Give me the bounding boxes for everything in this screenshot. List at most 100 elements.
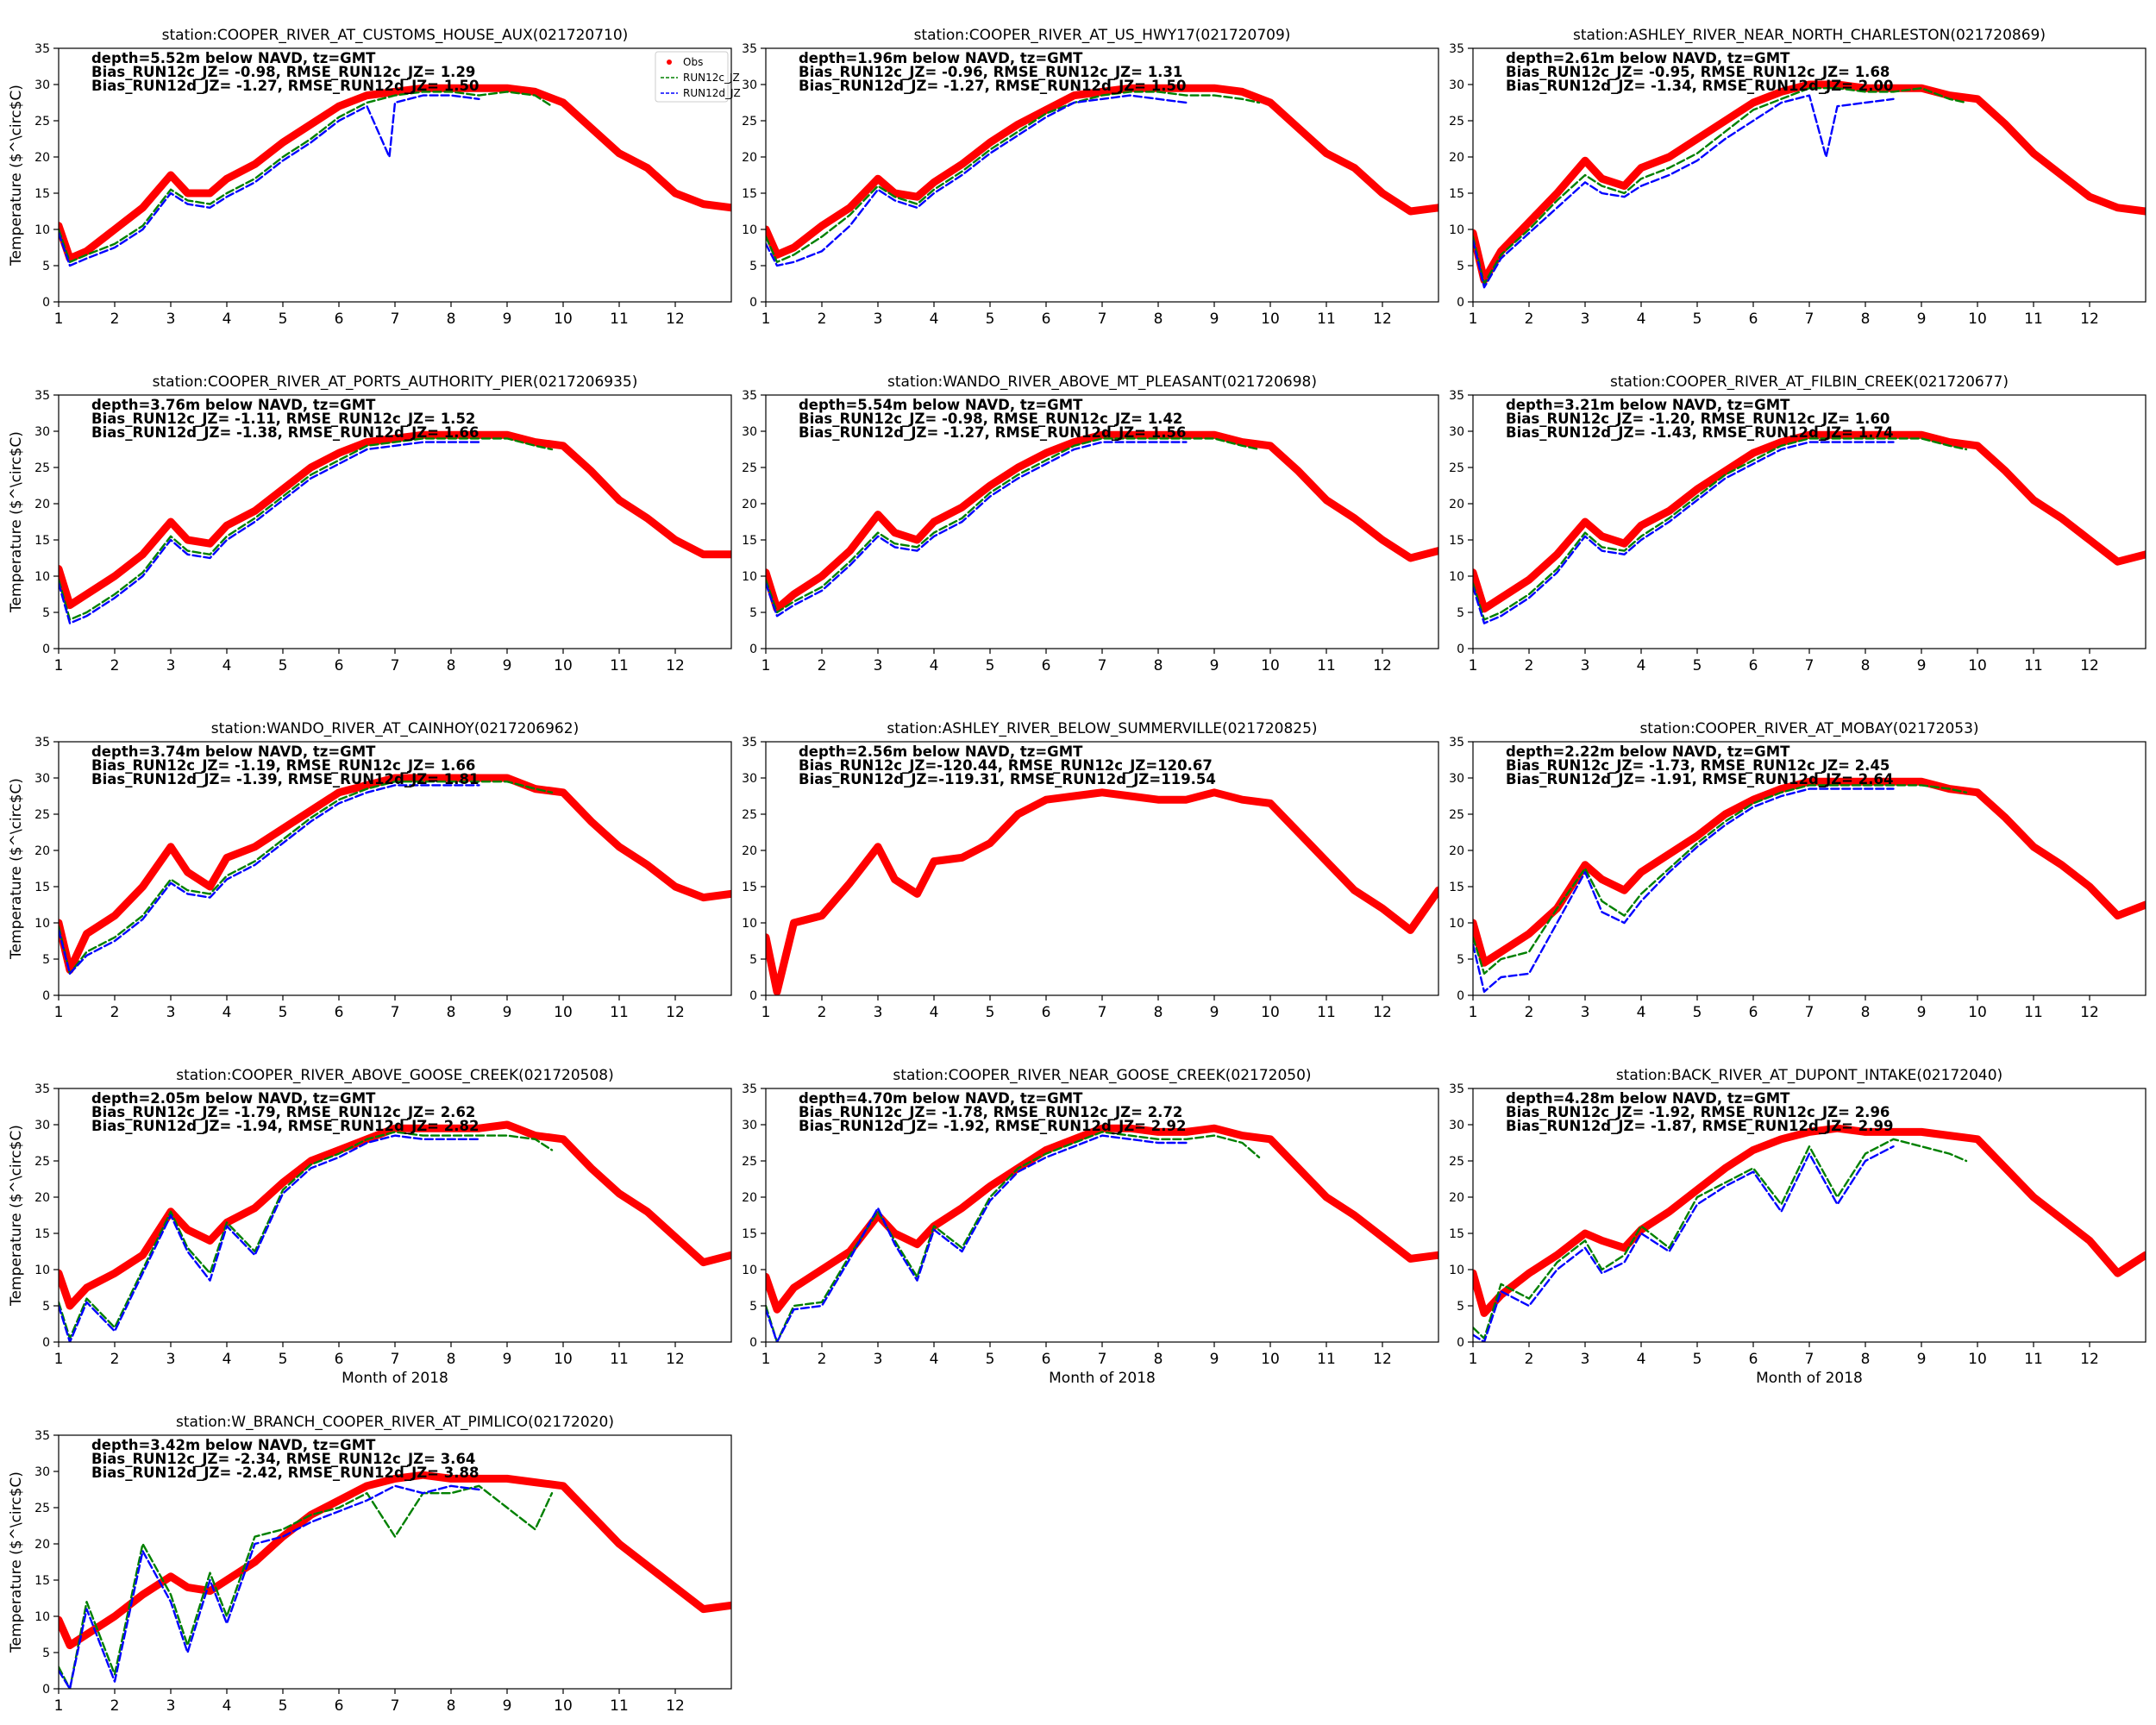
stats-line: Bias_RUN12c_JZ= -0.95, RMSE_RUN12c_JZ= 1…	[1506, 64, 1890, 80]
x-tick-label: 1	[1469, 1004, 1478, 1021]
x-tick-label: 12	[2080, 1351, 2099, 1368]
x-tick-label: 1	[761, 310, 771, 328]
y-tick-label: 10	[1449, 570, 1464, 584]
y-tick-label: 5	[1457, 606, 1464, 620]
x-tick-label: 1	[1469, 657, 1478, 674]
x-tick-label: 8	[447, 1697, 456, 1715]
x-tick-label: 5	[279, 657, 288, 674]
run12d-series-line	[1473, 94, 1895, 289]
y-tick-label: 0	[749, 989, 757, 1003]
panel-title: station:COOPER_RIVER_ABOVE_GOOSE_CREEK(0…	[176, 1067, 614, 1084]
x-tick-label: 7	[391, 1697, 400, 1715]
x-tick-label: 8	[1154, 1004, 1163, 1021]
station-panel: station:COOPER_RIVER_AT_MOBAY(02172053)d…	[1449, 720, 2147, 1021]
x-tick-label: 7	[1805, 310, 1814, 328]
x-tick-label: 2	[1525, 657, 1534, 674]
y-tick-label: 5	[42, 260, 50, 273]
y-axis-label: Temperature ($^\circ$C)	[8, 778, 25, 960]
y-tick-label: 10	[1449, 223, 1464, 237]
y-tick-label: 15	[34, 534, 50, 548]
panel-title: station:COOPER_RIVER_AT_PORTS_AUTHORITY_…	[153, 373, 638, 391]
station-panel: station:COOPER_RIVER_AT_FILBIN_CREEK(021…	[1449, 373, 2147, 674]
x-tick-label: 10	[1968, 657, 1987, 674]
x-tick-label: 4	[930, 1351, 939, 1368]
obs-series-line	[59, 1471, 731, 1650]
x-tick-label: 12	[1373, 1004, 1392, 1021]
y-tick-label: 5	[1457, 1300, 1464, 1314]
stats-line: Bias_RUN12c_JZ=-120.44, RMSE_RUN12c_JZ=1…	[799, 757, 1213, 774]
x-tick-label: 12	[2080, 657, 2099, 674]
stats-line: Bias_RUN12d_JZ= -1.39, RMSE_RUN12d_JZ= 1…	[91, 771, 479, 787]
x-tick-label: 3	[1581, 1004, 1590, 1021]
stats-line: depth=2.05m below NAVD, tz=GMT	[91, 1090, 376, 1107]
stats-line: Bias_RUN12d_JZ= -1.92, RMSE_RUN12d_JZ= 2…	[799, 1118, 1186, 1134]
run12c-series-line	[1473, 86, 1968, 285]
y-tick-label: 25	[34, 1502, 50, 1515]
x-tick-label: 6	[1042, 657, 1051, 674]
station-panel: station:WANDO_RIVER_ABOVE_MT_PLEASANT(02…	[742, 373, 1439, 674]
y-tick-label: 10	[742, 1264, 757, 1277]
y-axis-label: Temperature ($^\circ$C)	[8, 1125, 25, 1307]
y-tick-label: 20	[34, 151, 50, 165]
x-tick-label: 1	[1469, 1351, 1478, 1368]
x-tick-label: 11	[610, 310, 629, 328]
x-tick-label: 8	[447, 1351, 456, 1368]
panel-title: station:WANDO_RIVER_ABOVE_MT_PLEASANT(02…	[887, 373, 1317, 391]
stats-line: Bias_RUN12d_JZ= -1.34, RMSE_RUN12d_JZ= 2…	[1506, 78, 1893, 94]
x-tick-label: 11	[610, 1004, 629, 1021]
y-tick-label: 35	[1449, 42, 1464, 56]
x-tick-label: 12	[666, 1697, 685, 1715]
y-tick-label: 20	[1449, 151, 1464, 165]
y-tick-label: 20	[1449, 844, 1464, 858]
y-tick-label: 5	[749, 606, 757, 620]
panel-title: station:COOPER_RIVER_NEAR_GOOSE_CREEK(02…	[893, 1067, 1311, 1084]
station-panel: station:COOPER_RIVER_ABOVE_GOOSE_CREEK(0…	[8, 1067, 732, 1387]
stats-line: Bias_RUN12d_JZ= -1.27, RMSE_RUN12d_JZ= 1…	[799, 424, 1186, 441]
stats-line: depth=5.52m below NAVD, tz=GMT	[91, 50, 376, 66]
stats-line: depth=2.56m below NAVD, tz=GMT	[799, 743, 1083, 760]
y-tick-label: 25	[34, 461, 50, 475]
y-tick-label: 15	[34, 1227, 50, 1241]
x-tick-label: 3	[874, 1351, 883, 1368]
series-group	[59, 1471, 731, 1689]
y-tick-label: 30	[34, 772, 50, 786]
x-tick-label: 8	[1861, 657, 1871, 674]
y-tick-label: 30	[1449, 425, 1464, 439]
x-tick-label: 3	[874, 1004, 883, 1021]
obs-series-line	[1473, 430, 2146, 613]
x-tick-label: 4	[930, 1004, 939, 1021]
x-tick-label: 2	[110, 657, 120, 674]
y-tick-label: 25	[34, 808, 50, 822]
x-tick-label: 4	[930, 310, 939, 328]
legend-obs-marker	[667, 60, 672, 65]
x-tick-label: 5	[1693, 657, 1702, 674]
panel-title: station:COOPER_RIVER_AT_MOBAY(02172053)	[1639, 720, 1978, 737]
panel-title: station:ASHLEY_RIVER_NEAR_NORTH_CHARLEST…	[1573, 27, 2046, 44]
y-axis-label: Temperature ($^\circ$C)	[8, 1471, 25, 1653]
stats-line: depth=2.22m below NAVD, tz=GMT	[1506, 743, 1790, 760]
x-tick-label: 10	[1968, 1351, 1987, 1368]
run12c-series-line	[59, 781, 554, 975]
y-tick-label: 25	[742, 808, 757, 822]
x-tick-label: 6	[1042, 1351, 1051, 1368]
x-tick-label: 12	[1373, 1351, 1392, 1368]
y-tick-label: 25	[1449, 1155, 1464, 1169]
series-group	[59, 774, 731, 975]
y-tick-label: 35	[34, 389, 50, 403]
panel-title: station:WANDO_RIVER_AT_CAINHOY(021720696…	[211, 720, 579, 737]
legend-entry: RUN12c_JZ	[683, 72, 740, 84]
x-tick-label: 5	[986, 1004, 995, 1021]
run12d-series-line	[59, 1484, 480, 1689]
y-tick-label: 20	[34, 1538, 50, 1552]
x-tick-label: 3	[166, 1351, 176, 1368]
panel-title: station:ASHLEY_RIVER_BELOW_SUMMERVILLE(0…	[887, 720, 1317, 737]
x-tick-label: 5	[1693, 1351, 1702, 1368]
series-group	[59, 430, 731, 624]
x-tick-label: 9	[1917, 657, 1927, 674]
y-tick-label: 25	[1449, 115, 1464, 129]
x-tick-label: 4	[222, 310, 232, 328]
y-tick-label: 15	[1449, 187, 1464, 201]
y-tick-label: 25	[34, 115, 50, 129]
x-tick-label: 4	[222, 1004, 232, 1021]
stats-line: Bias_RUN12d_JZ= -1.91, RMSE_RUN12d_JZ= 2…	[1506, 771, 1893, 787]
